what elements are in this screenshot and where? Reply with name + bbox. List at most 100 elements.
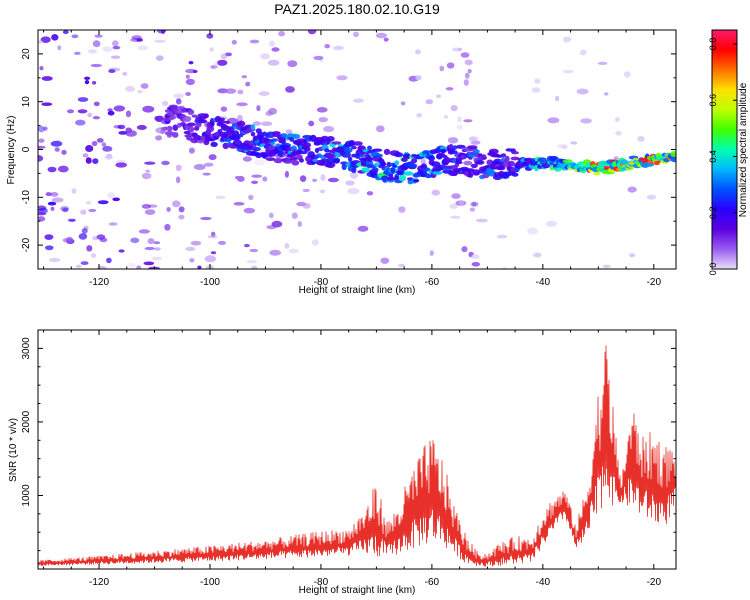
heatmap-cell bbox=[457, 116, 462, 123]
heatmap-cell bbox=[231, 39, 237, 45]
heatmap-cell bbox=[213, 62, 219, 69]
heatmap-cell bbox=[61, 149, 67, 155]
heatmap-cell bbox=[500, 153, 507, 158]
heatmap-cell bbox=[91, 253, 97, 258]
heatmap-cell bbox=[352, 141, 363, 146]
y-tick-label: 20 bbox=[21, 48, 32, 60]
heatmap-cell bbox=[250, 124, 256, 131]
heatmap-cell bbox=[308, 120, 315, 127]
heatmap-cell bbox=[312, 178, 318, 182]
heatmap-cell bbox=[187, 109, 195, 115]
heatmap-cell bbox=[92, 81, 97, 85]
heatmap-cell bbox=[154, 39, 166, 43]
heatmap-cell bbox=[113, 105, 126, 112]
y-tick-label: 2000 bbox=[21, 410, 32, 433]
heatmap-cell bbox=[471, 164, 478, 169]
heatmap-cell bbox=[469, 207, 476, 212]
heatmap-cell bbox=[269, 249, 282, 256]
heatmap-cell bbox=[104, 154, 113, 160]
colorbar-tick-label: 0.0 bbox=[708, 263, 718, 276]
heatmap-cell bbox=[331, 141, 342, 145]
heatmap-cell bbox=[366, 155, 373, 162]
heatmap-cell bbox=[319, 189, 326, 194]
heatmap-cell bbox=[249, 248, 259, 253]
heatmap-cell bbox=[222, 142, 230, 149]
heatmap-cell bbox=[615, 130, 622, 136]
heatmap-cell bbox=[172, 200, 181, 208]
heatmap-cell bbox=[613, 156, 619, 160]
heatmap-cell bbox=[178, 206, 185, 213]
heatmap-cell bbox=[228, 126, 235, 132]
heatmap-cell bbox=[155, 135, 163, 141]
heatmap-cell bbox=[629, 253, 636, 258]
spectrogram-plot-area bbox=[38, 30, 676, 269]
heatmap-cell bbox=[141, 204, 151, 209]
heatmap-cell bbox=[75, 264, 82, 268]
colorbar-gradient bbox=[711, 29, 738, 270]
heatmap-cell bbox=[75, 119, 86, 126]
heatmap-cell bbox=[456, 124, 463, 130]
heatmap-cell bbox=[327, 177, 339, 183]
heatmap-cell bbox=[38, 155, 44, 162]
heatmap-cell bbox=[117, 124, 126, 130]
heatmap-cell bbox=[126, 262, 136, 268]
heatmap-cell bbox=[284, 242, 290, 249]
heatmap-cell bbox=[155, 115, 164, 123]
heatmap-cell bbox=[291, 212, 298, 219]
heatmap-cell bbox=[166, 207, 171, 212]
heatmap-cell bbox=[443, 115, 449, 119]
heatmap-cell bbox=[71, 188, 77, 194]
heatmap-cell bbox=[496, 234, 508, 239]
heatmap-cell bbox=[41, 102, 53, 106]
heatmap-cell bbox=[577, 161, 585, 166]
heatmap-cell bbox=[653, 160, 661, 166]
heatmap-cell bbox=[349, 171, 358, 179]
heatmap-cell bbox=[464, 59, 473, 66]
heatmap-cell bbox=[225, 52, 232, 57]
figure-title: PAZ1.2025.180.02.10.G19 bbox=[274, 1, 440, 17]
heatmap-cell bbox=[160, 30, 166, 34]
heatmap-cell bbox=[38, 212, 47, 216]
heatmap-cell bbox=[366, 191, 374, 196]
heatmap-cell bbox=[507, 160, 515, 167]
heatmap-cell bbox=[376, 125, 385, 133]
heatmap-cell bbox=[107, 192, 115, 199]
heatmap-cell bbox=[175, 98, 182, 105]
heatmap-cell bbox=[144, 246, 155, 251]
heatmap-cell bbox=[200, 216, 212, 221]
heatmap-cell bbox=[204, 255, 216, 263]
heatmap-cell bbox=[241, 75, 248, 79]
x-tick-label: -80 bbox=[314, 277, 329, 288]
heatmap-cell bbox=[270, 138, 278, 142]
heatmap-cell bbox=[203, 113, 209, 119]
x-tick-label: -100 bbox=[200, 277, 220, 288]
heatmap-cell bbox=[288, 248, 299, 254]
heatmap-cell bbox=[646, 194, 657, 200]
heatmap-cell bbox=[43, 126, 48, 131]
heatmap-cell bbox=[458, 47, 463, 52]
heatmap-cell bbox=[445, 87, 454, 91]
snr-frame bbox=[37, 329, 677, 570]
heatmap-cell bbox=[375, 32, 387, 39]
heatmap-cell bbox=[285, 86, 295, 93]
heatmap-cell bbox=[307, 30, 317, 35]
y-tick-label: 10 bbox=[21, 96, 32, 108]
colorbar-ticks: 0.0 0.2 0.4 0.6 0.8 bbox=[708, 38, 737, 275]
heatmap-cell bbox=[290, 156, 298, 161]
snr-x-label: Height of straight line (km) bbox=[299, 585, 416, 596]
heatmap-cell bbox=[439, 148, 447, 153]
heatmap-cell bbox=[246, 260, 258, 264]
heatmap-cell bbox=[367, 145, 372, 150]
heatmap-cell bbox=[38, 145, 46, 149]
heatmap-cell bbox=[155, 55, 164, 61]
colorbar: 0.0 0.2 0.4 0.6 0.8 Normalized spectral ampl… bbox=[708, 29, 749, 275]
heatmap-cell bbox=[471, 262, 481, 267]
heatmap-cell bbox=[416, 113, 423, 118]
heatmap-cell bbox=[407, 163, 418, 169]
heatmap-cell bbox=[313, 55, 324, 61]
heatmap-cell bbox=[217, 59, 228, 66]
heatmap-cell bbox=[87, 112, 92, 118]
heatmap-cell bbox=[345, 180, 355, 186]
heatmap-cell bbox=[425, 99, 434, 105]
